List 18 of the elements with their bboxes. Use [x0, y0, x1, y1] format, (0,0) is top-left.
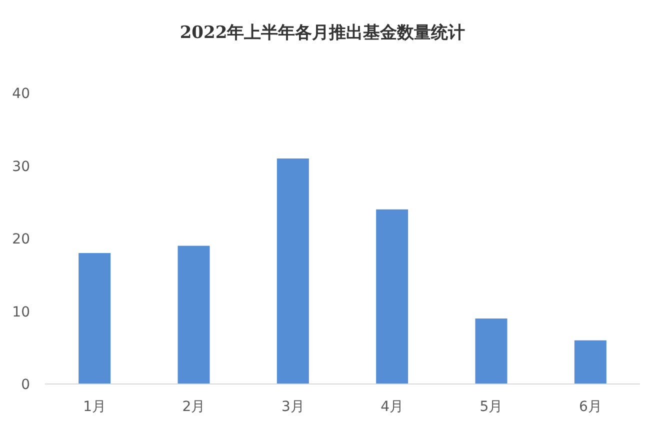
- bar: [574, 340, 606, 384]
- x-tick-label: 2月: [182, 399, 206, 415]
- y-tick-label: 10: [12, 304, 30, 320]
- x-tick-label: 4月: [380, 399, 404, 415]
- y-tick-label: 20: [12, 232, 30, 248]
- y-tick-label: 30: [12, 158, 30, 175]
- y-tick-label: 0: [21, 377, 30, 393]
- y-tick-label: 40: [12, 86, 30, 102]
- x-tick-label: 3月: [281, 399, 304, 415]
- chart-title: 2022年上半年各月推出基金数量统计: [180, 23, 466, 43]
- x-tick-label: 5月: [480, 399, 503, 415]
- bar: [276, 158, 309, 384]
- bar: [78, 253, 111, 384]
- bar: [475, 318, 508, 384]
- x-tick-label: 1月: [83, 399, 106, 415]
- x-tick-label: 6月: [578, 399, 602, 415]
- bar: [178, 246, 210, 384]
- bar: [376, 209, 408, 384]
